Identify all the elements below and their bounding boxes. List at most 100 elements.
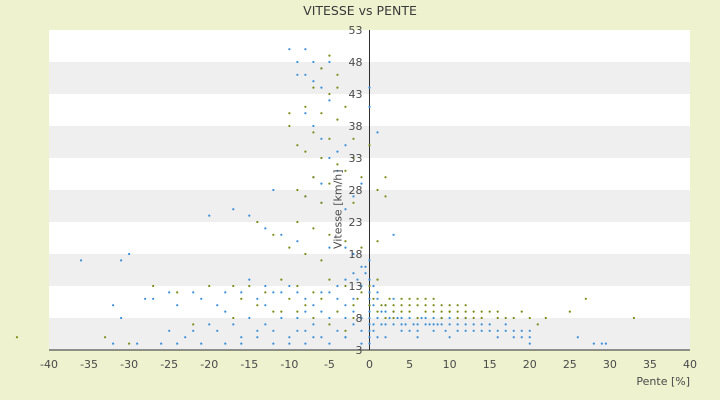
data-point bbox=[392, 316, 395, 320]
data-point bbox=[480, 310, 483, 313]
data-point bbox=[356, 297, 359, 300]
data-point bbox=[328, 137, 331, 140]
data-point bbox=[296, 291, 299, 294]
data-point bbox=[528, 342, 531, 345]
data-point bbox=[344, 105, 347, 108]
data-point bbox=[296, 329, 299, 332]
data-point bbox=[440, 304, 443, 307]
data-point bbox=[520, 336, 523, 339]
y-tick-label: 13 bbox=[349, 280, 363, 293]
data-point bbox=[216, 329, 219, 332]
data-point bbox=[352, 252, 355, 256]
data-point bbox=[376, 316, 379, 320]
data-point bbox=[408, 304, 411, 307]
data-point bbox=[103, 336, 107, 339]
data-point bbox=[384, 304, 387, 307]
data-point bbox=[440, 323, 443, 326]
data-point bbox=[344, 169, 347, 172]
data-point bbox=[168, 329, 171, 332]
x-tick-label: 10 bbox=[443, 358, 457, 371]
data-point bbox=[372, 297, 375, 300]
data-point bbox=[344, 208, 347, 211]
data-point bbox=[472, 316, 475, 320]
chart-title: VITESSE vs PENTE bbox=[303, 3, 417, 18]
data-point bbox=[384, 336, 387, 339]
data-point bbox=[280, 310, 283, 313]
data-point bbox=[400, 297, 403, 300]
data-point bbox=[392, 297, 395, 300]
data-point bbox=[15, 336, 19, 339]
data-point bbox=[264, 323, 267, 326]
data-point bbox=[328, 54, 331, 57]
data-point bbox=[208, 323, 211, 326]
data-point bbox=[304, 48, 307, 51]
data-point bbox=[240, 297, 243, 300]
data-point bbox=[296, 284, 299, 288]
data-point bbox=[432, 310, 435, 313]
data-point bbox=[296, 240, 299, 243]
data-point bbox=[408, 329, 411, 332]
data-point bbox=[328, 323, 331, 326]
data-point bbox=[384, 195, 387, 198]
data-point bbox=[264, 304, 267, 307]
data-point bbox=[472, 310, 475, 313]
data-point bbox=[368, 291, 371, 294]
data-point bbox=[240, 336, 243, 339]
data-point bbox=[364, 265, 367, 268]
y-tick-label: 3 bbox=[356, 344, 363, 357]
data-point bbox=[496, 310, 499, 313]
data-point bbox=[208, 214, 211, 217]
data-point bbox=[256, 297, 259, 300]
data-point bbox=[320, 86, 323, 89]
x-tick-label: 35 bbox=[643, 358, 657, 371]
data-point bbox=[376, 291, 379, 294]
data-point bbox=[368, 342, 371, 345]
data-point bbox=[456, 323, 459, 326]
data-point bbox=[404, 323, 407, 326]
y-tick-label: 18 bbox=[349, 248, 363, 261]
data-point bbox=[384, 323, 387, 326]
data-point bbox=[504, 316, 507, 320]
data-point bbox=[112, 342, 115, 345]
data-point bbox=[312, 323, 315, 326]
data-point bbox=[576, 336, 579, 339]
data-point bbox=[488, 323, 491, 326]
data-point bbox=[376, 310, 379, 313]
x-tick-label: 5 bbox=[406, 358, 413, 371]
data-point bbox=[372, 323, 375, 326]
data-point bbox=[360, 182, 363, 185]
data-point bbox=[480, 329, 483, 332]
data-point bbox=[352, 297, 355, 300]
data-point bbox=[248, 316, 251, 320]
data-point bbox=[592, 342, 595, 345]
data-point bbox=[356, 278, 359, 281]
data-point bbox=[304, 105, 307, 108]
data-point bbox=[380, 310, 383, 313]
data-point bbox=[328, 246, 331, 249]
data-point bbox=[432, 329, 435, 332]
data-point bbox=[464, 316, 467, 320]
data-point bbox=[272, 291, 275, 294]
data-point bbox=[336, 297, 339, 300]
data-point bbox=[360, 291, 363, 294]
data-point bbox=[272, 342, 275, 345]
data-point bbox=[328, 316, 331, 320]
data-point bbox=[344, 278, 347, 281]
data-point bbox=[448, 310, 451, 313]
data-point bbox=[432, 316, 435, 320]
data-point bbox=[400, 310, 403, 313]
data-point bbox=[296, 188, 299, 192]
data-point bbox=[288, 284, 291, 288]
data-point bbox=[368, 297, 371, 300]
data-point bbox=[272, 329, 275, 332]
data-point bbox=[304, 73, 307, 76]
data-point bbox=[504, 323, 507, 326]
data-point bbox=[456, 310, 459, 313]
data-point bbox=[432, 304, 435, 307]
data-point bbox=[408, 316, 411, 320]
data-point bbox=[192, 291, 195, 294]
data-point bbox=[312, 80, 315, 83]
data-point bbox=[288, 246, 291, 249]
data-point bbox=[208, 284, 211, 288]
data-point bbox=[368, 329, 371, 332]
